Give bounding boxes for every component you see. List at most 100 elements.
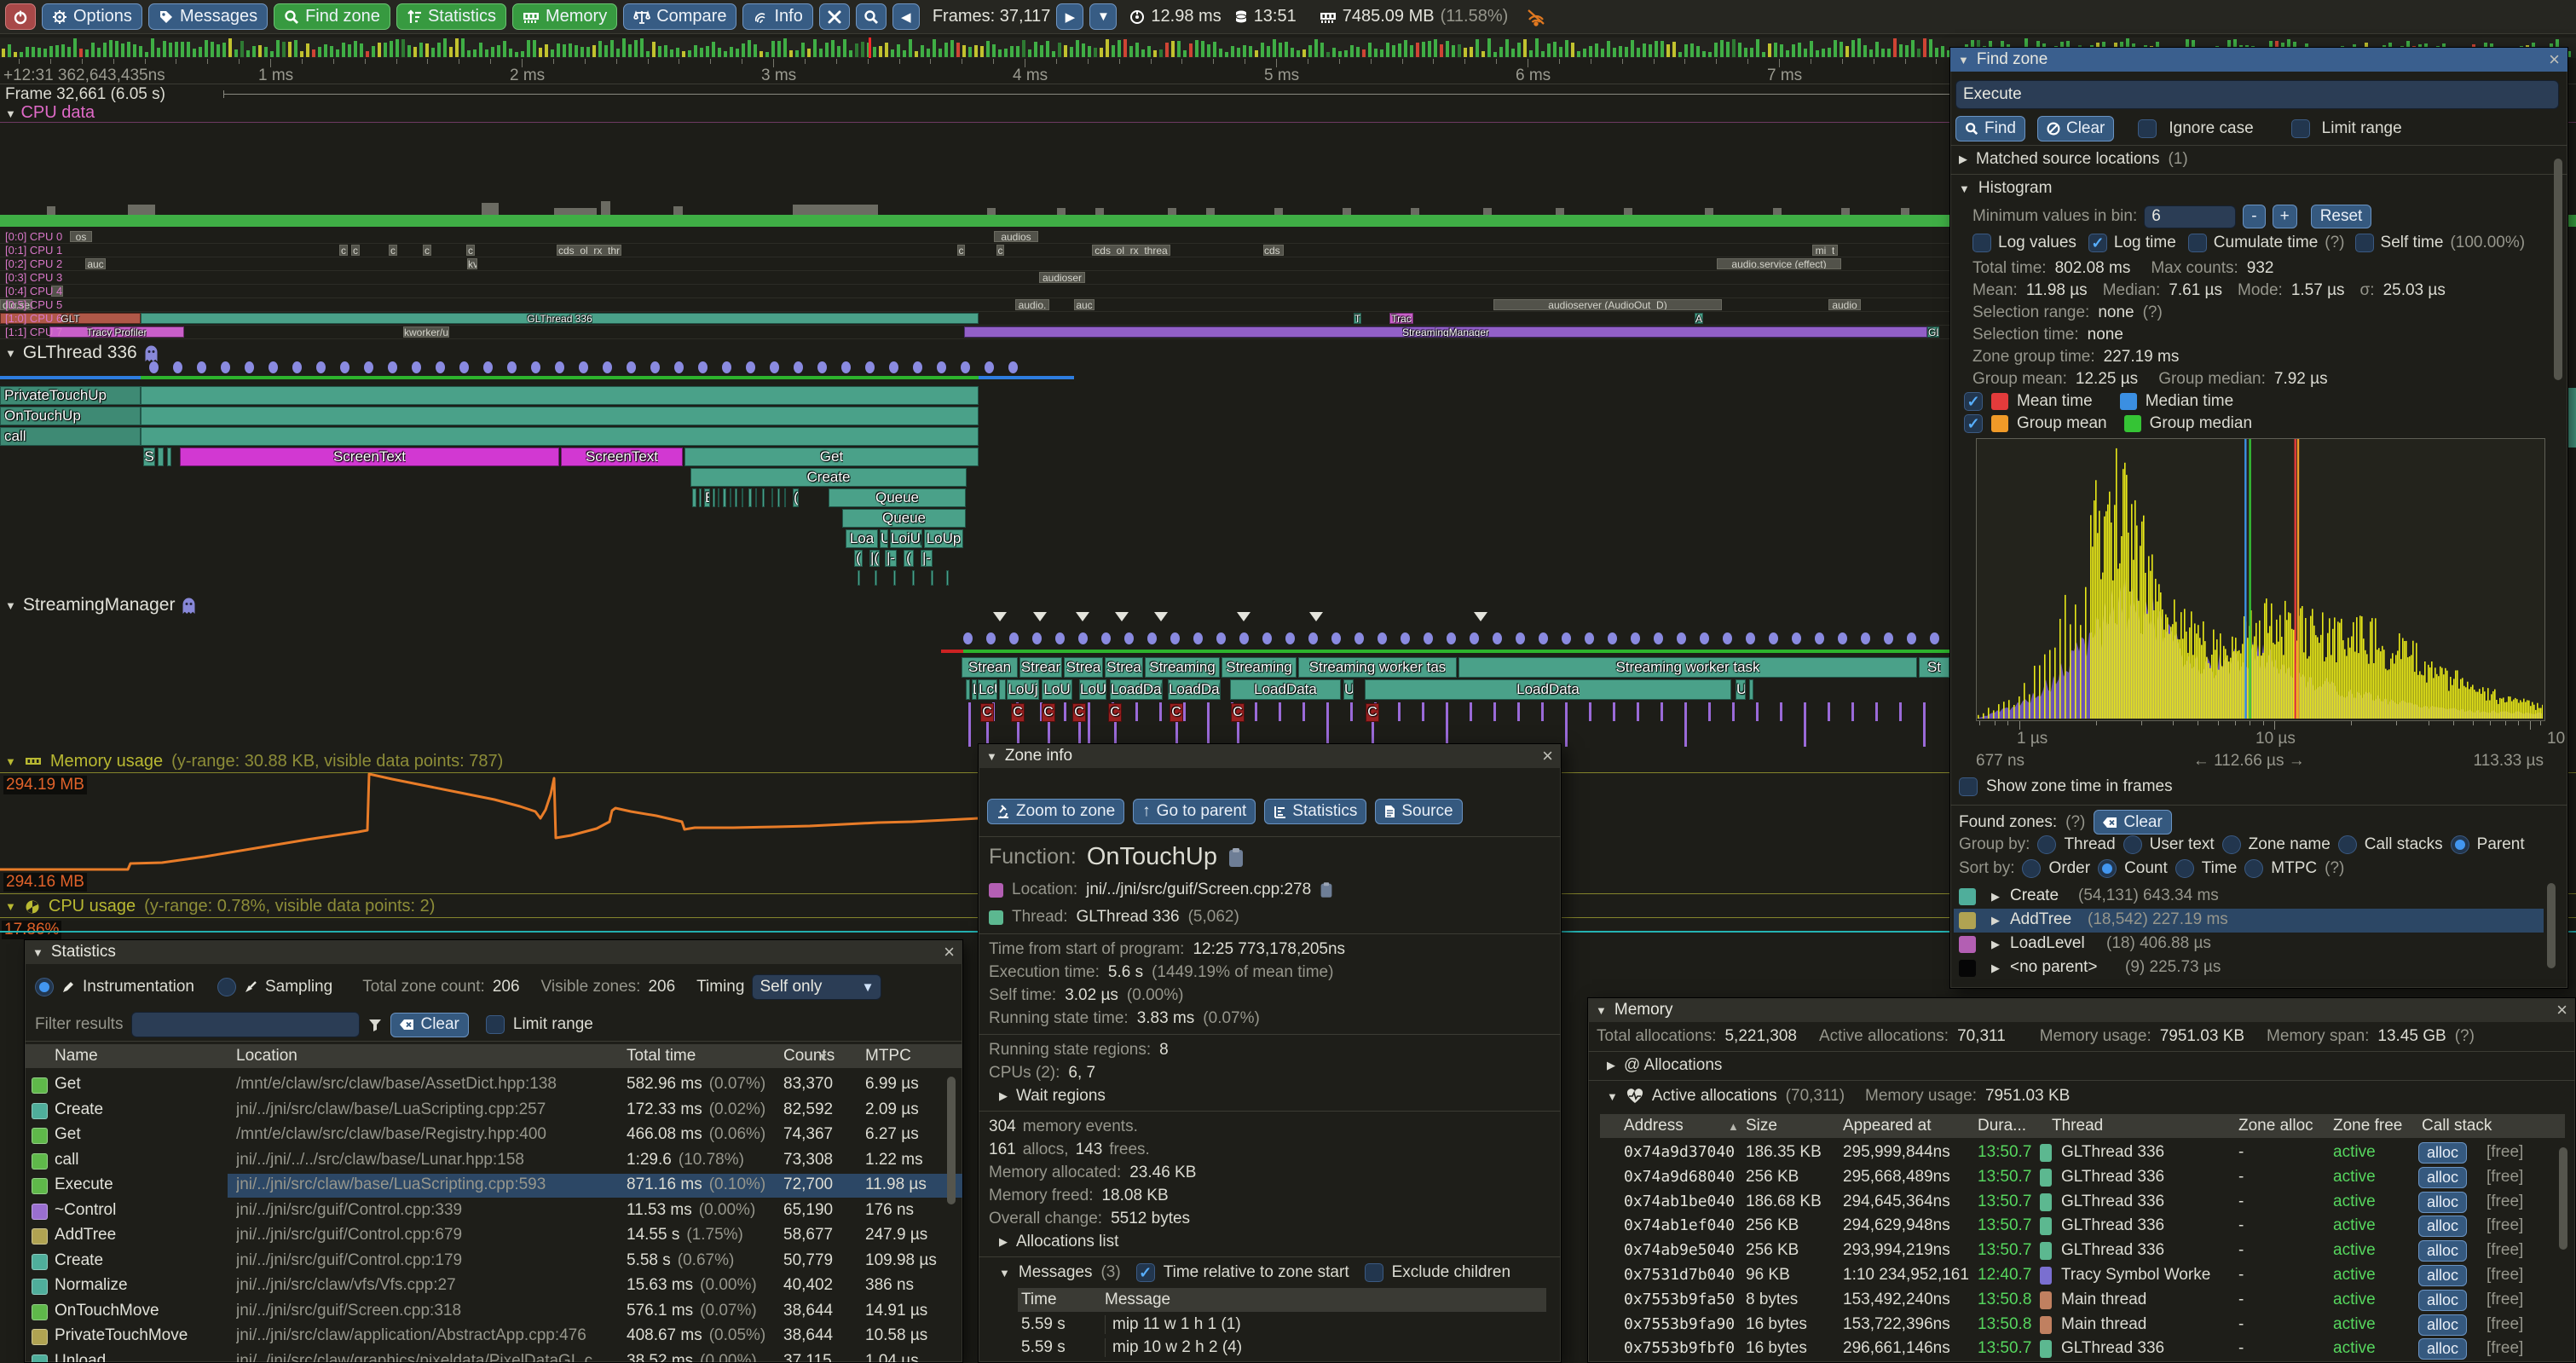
user-marker-icon[interactable] (1474, 612, 1487, 621)
zone[interactable]: Strea (1105, 657, 1143, 678)
group-by-radio-user-text[interactable] (2123, 835, 2142, 854)
zone[interactable]: audios (994, 231, 1038, 242)
message-dot[interactable] (1170, 632, 1180, 644)
message-dot[interactable] (269, 361, 278, 373)
close-icon[interactable]: × (1542, 745, 1553, 766)
bin-minus-button[interactable]: - (2243, 205, 2266, 228)
zone-statistics-button[interactable]: Statistics (1264, 799, 1367, 824)
message-row[interactable]: 5.59 s mip 9 w 4 h 4 (16) (1018, 1360, 1546, 1362)
zone[interactable]: Queue (842, 509, 966, 528)
statistics-titlebar[interactable]: ▼ Statistics × (25, 940, 962, 964)
message-dot[interactable] (1032, 632, 1042, 644)
message-dot[interactable] (674, 361, 684, 373)
memory-button[interactable]: Memory (511, 3, 618, 30)
message-dot[interactable] (865, 361, 875, 373)
zone[interactable]: ( (854, 550, 863, 567)
zone[interactable]: dio.se (0, 299, 32, 310)
zone[interactable]: Create (690, 468, 967, 487)
zone[interactable] (784, 488, 786, 507)
memory-table-header[interactable]: Address ▲ Size Appeared at Dura... Threa… (1600, 1114, 2565, 1138)
allocation-row[interactable]: 0x7553b9fa50 8 bytes 153,492,240ns 13:50.8 M… (1600, 1289, 2565, 1313)
found-zone-row[interactable]: ▶ Create (54,131) 643.34 ms (1954, 885, 2544, 909)
zone[interactable] (51, 286, 63, 297)
zone[interactable]: U (880, 529, 888, 548)
message-dot[interactable] (603, 361, 612, 373)
zone-thread[interactable]: GLThread 336 (1076, 908, 1180, 926)
allocation-row[interactable]: 0x7531d7b040 96 KB 1:10 234,952,161 12:40.7… (1600, 1264, 2565, 1288)
min-bin-input[interactable]: 6 (2144, 205, 2237, 228)
relative-time-checkbox[interactable]: ✓ (1135, 1263, 1155, 1282)
zone[interactable] (742, 488, 743, 507)
message-dot[interactable] (1216, 632, 1226, 644)
power-button[interactable] (5, 3, 36, 30)
zone[interactable]: auc (1074, 299, 1095, 310)
allocation-row[interactable]: 0x74a9d68040 256 KB 295,668,489ns 13:50.7 GL… (1600, 1166, 2565, 1190)
zone[interactable]: call (0, 427, 141, 446)
zone[interactable]: |( (869, 550, 880, 567)
zone[interactable]: audio (1828, 299, 1861, 310)
ghost-icon[interactable] (144, 344, 159, 362)
allocations-expander[interactable]: ▶ @ Allocations (1607, 1056, 1723, 1074)
allocation-row[interactable]: 0x7553b9fbf0 16 bytes 296,661,146ns 13:50.7… (1600, 1337, 2565, 1361)
zone[interactable]: LoU (1079, 679, 1106, 700)
wait-regions-expander[interactable]: ▶ Wait regions (999, 1087, 1106, 1105)
statistics-scrollbar[interactable] (947, 1077, 956, 1204)
log-values-checkbox[interactable] (1972, 234, 1991, 252)
message-dot[interactable] (746, 361, 755, 373)
zone[interactable] (858, 570, 860, 586)
zone[interactable]: |- (921, 550, 933, 567)
message-dot[interactable] (316, 361, 326, 373)
zone[interactable]: c (996, 245, 1004, 256)
zone[interactable]: GLT (0, 313, 141, 324)
table-row[interactable]: PrivateTouchMove jni/../jni/src/claw/appl… (25, 1325, 962, 1349)
zone[interactable]: C (980, 703, 994, 722)
alloc-callstack-button[interactable]: alloc (2418, 1289, 2468, 1311)
table-row[interactable]: AddTree jni/../jni/src/guif/Control.cpp:6… (25, 1224, 962, 1248)
expand-icon[interactable]: ▶ (1991, 962, 2000, 974)
memory-usage-header[interactable]: ▼ Memory usage (y-range: 30.88 KB, visib… (5, 752, 504, 771)
message-dot[interactable] (436, 361, 445, 373)
cpu-usage-header[interactable]: ▼ CPU usage (y-range: 0.78%, visible dat… (5, 897, 436, 915)
funnel-icon[interactable] (368, 1018, 382, 1031)
zone[interactable] (875, 570, 877, 586)
user-marker-icon[interactable] (1154, 612, 1168, 621)
message-dot[interactable] (817, 361, 827, 373)
zone[interactable] (692, 488, 696, 507)
next-frame-button[interactable]: ▶ (1056, 3, 1084, 30)
allocation-row[interactable]: 0x74ab1ef040 256 KB 294,629,948ns 13:50.7 GL… (1600, 1215, 2565, 1239)
message-dot[interactable] (412, 361, 421, 373)
message-dot[interactable] (1907, 632, 1916, 644)
zone[interactable]: LoiUp (890, 529, 922, 548)
sort-by-radio-time[interactable] (2175, 859, 2194, 878)
zone-info-titlebar[interactable]: ▼ Zone info × (979, 744, 1561, 768)
zone[interactable]: C (1042, 703, 1055, 722)
zone[interactable]: Strea (1064, 657, 1103, 678)
zone[interactable]: LoadDaU (1110, 679, 1163, 700)
message-dot[interactable] (1608, 632, 1617, 644)
zone[interactable] (713, 488, 715, 507)
messages-table-header[interactable]: Time Message (1018, 1288, 1546, 1312)
user-marker-icon[interactable] (1309, 612, 1323, 621)
message-dot[interactable] (1354, 632, 1364, 644)
zoom-to-zone-button[interactable]: Zoom to zone (987, 799, 1125, 824)
message-dot[interactable] (1078, 632, 1088, 644)
message-dot[interactable] (1447, 632, 1456, 644)
find-button[interactable]: Find (1955, 116, 2025, 141)
user-marker-icon[interactable] (1033, 612, 1047, 621)
message-dot[interactable] (1008, 361, 1018, 373)
prev-frame-button[interactable]: ◀ (892, 3, 920, 30)
histogram-expander[interactable]: ▼ Histogram (1959, 179, 2053, 197)
allocation-row[interactable]: 0x74ab9e5040 256 KB 293,994,219ns 13:50.7 GL… (1600, 1239, 2565, 1263)
table-row[interactable]: Execute jni/../jni/src/claw/base/LuaScrip… (25, 1174, 962, 1198)
zone[interactable] (748, 488, 752, 507)
thread-header-streamingmanager[interactable]: ▼ StreamingManager (5, 595, 196, 615)
zone[interactable]: Tracy Profiler (49, 326, 184, 338)
close-icon[interactable]: × (2556, 999, 2567, 1020)
time-ruler[interactable]: +12:31 362,643,435ns 1 ms 2 ms 3 ms 4 ms 5 ms… (0, 59, 2576, 84)
bin-plus-button[interactable]: + (2272, 205, 2297, 228)
zone[interactable] (167, 448, 171, 466)
message-dot[interactable] (1308, 632, 1318, 644)
limit-range-checkbox[interactable] (485, 1015, 505, 1034)
go-to-parent-button[interactable]: ↑ Go to parent (1133, 799, 1256, 824)
zone[interactable]: audioser (1039, 272, 1085, 283)
